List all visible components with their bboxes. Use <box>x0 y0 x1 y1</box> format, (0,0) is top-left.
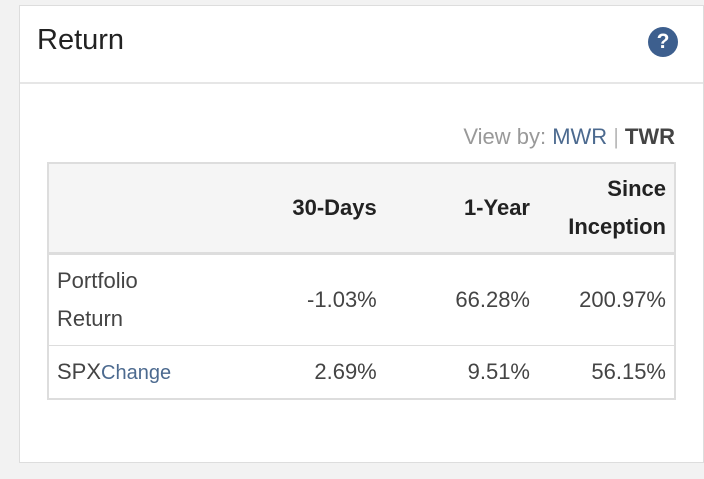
corner-cell <box>48 163 215 255</box>
value-cell: 9.51% <box>384 345 538 400</box>
row-label-cell: Portfolio Return <box>48 253 215 346</box>
column-header: Since Inception <box>538 163 675 255</box>
row-label-cell: SPXChange <box>48 345 215 400</box>
value-cell: 66.28% <box>384 253 538 346</box>
value-cell: 2.69% <box>215 345 385 400</box>
table-body: Portfolio Return -1.03% 66.28% 200.97% SPXCh… <box>48 253 675 400</box>
card-title: Return <box>37 24 125 56</box>
row-label: SPX <box>57 358 102 384</box>
view-option[interactable]: TWR <box>624 124 675 149</box>
return-card: Return ? View by: MWR | TWR 30-Days 1-Year S… <box>19 5 704 463</box>
value-cell: 56.15% <box>538 345 675 400</box>
card-header: Return ? <box>20 6 703 84</box>
help-icon[interactable]: ? <box>648 27 678 57</box>
value-cell: 200.97% <box>538 253 675 346</box>
value-cell: -1.03% <box>215 253 385 346</box>
row-link[interactable]: Change <box>101 361 172 384</box>
row-label: Portfolio Return <box>57 268 138 331</box>
header-row: 30-Days 1-Year Since Inception <box>48 163 675 255</box>
column-header: 30-Days <box>215 163 385 255</box>
view-option[interactable]: MWR <box>552 124 608 149</box>
return-table: 30-Days 1-Year Since Inception Portfolio R… <box>47 162 676 400</box>
table-row: SPXChange 2.69% 9.51% 56.15% <box>48 345 675 400</box>
table-row: Portfolio Return -1.03% 66.28% 200.97% <box>48 253 675 346</box>
view-by-label: View by: <box>463 124 547 149</box>
view-by: View by: MWR | TWR <box>463 124 675 150</box>
column-header: 1-Year <box>384 163 538 255</box>
separator: | <box>613 124 619 149</box>
